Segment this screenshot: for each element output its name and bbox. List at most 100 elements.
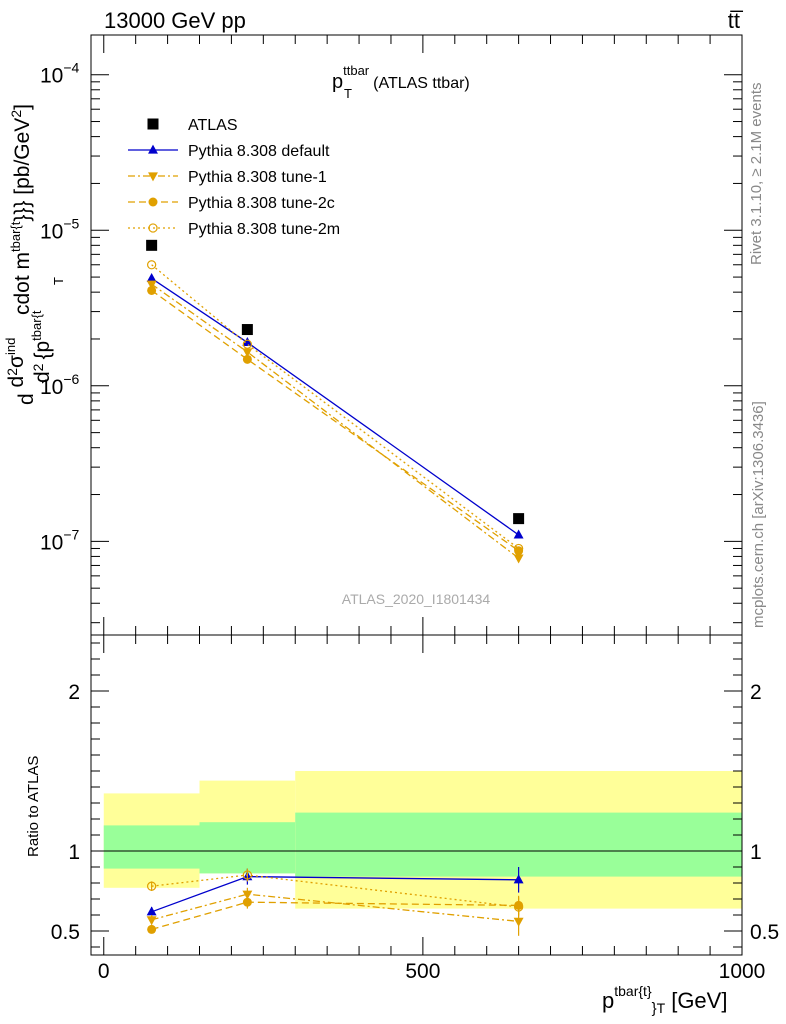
ylabel-denom-d: d bbox=[31, 371, 54, 383]
main-point bbox=[242, 348, 253, 358]
ratio-series-3 bbox=[146, 868, 524, 917]
ylabel-T: T bbox=[51, 277, 66, 285]
ratio-point bbox=[513, 902, 524, 912]
xlabel-p: p bbox=[602, 988, 614, 1013]
ylabel-sup2: tbar{t bbox=[8, 221, 23, 252]
ratio-point bbox=[146, 916, 157, 926]
legend-label: Pythia 8.308 tune-2m bbox=[188, 221, 340, 238]
legend-label: Pythia 8.308 default bbox=[188, 143, 330, 160]
legend-marker bbox=[148, 197, 158, 207]
ylabel-brace: }}} [pb/GeV bbox=[11, 118, 34, 222]
ylabel-denom: {p bbox=[31, 341, 54, 360]
ylabel-denom-tbar: tbar{t bbox=[29, 310, 44, 341]
legend-marker bbox=[147, 118, 159, 130]
main-point bbox=[513, 529, 524, 539]
legend-label: Pythia 8.308 tune-2c bbox=[188, 195, 335, 212]
legend-item: Pythia 8.308 tune-2m bbox=[128, 221, 340, 238]
ratio-series-1 bbox=[146, 887, 524, 936]
main-ytick-label: 10−5 bbox=[40, 215, 80, 243]
mcplots-label: mcplots.cern.ch [arXiv:1306.3436] bbox=[750, 401, 767, 628]
ylabel-gevsq: 2 bbox=[8, 110, 24, 118]
ylabel-close: ] bbox=[11, 104, 34, 110]
main-point bbox=[147, 285, 157, 295]
ratio-point bbox=[513, 874, 524, 884]
main-point bbox=[242, 337, 253, 347]
ratio-ytick-label-right: 0.5 bbox=[750, 921, 779, 944]
ratio-series-line bbox=[151, 893, 519, 923]
main-point bbox=[513, 554, 524, 564]
ratio-panel: 0.5 0.5 1 1 2 2 0 500 1000 bbox=[51, 634, 779, 983]
main-point bbox=[513, 543, 524, 554]
main-point bbox=[146, 239, 158, 251]
watermark: ATLAS_2020_I1801434 bbox=[342, 591, 491, 607]
main-title: pttbar(ATLAS ttbar) bbox=[332, 63, 470, 93]
legend-marker bbox=[148, 144, 158, 154]
legend: ATLAS Pythia 8.308 default Pythia 8.308 tu… bbox=[128, 117, 340, 238]
main-series-4 bbox=[146, 260, 524, 554]
xlabel-subT: T bbox=[657, 1000, 666, 1016]
band-green bbox=[199, 822, 296, 874]
ratio-frame bbox=[90, 634, 743, 956]
main-ytick-label: 10−4 bbox=[40, 60, 80, 88]
main-title-sub: T bbox=[344, 86, 352, 101]
ylabel-cdot: cdot m bbox=[11, 252, 34, 315]
ratio-point bbox=[146, 906, 157, 916]
ratio-point bbox=[147, 924, 157, 934]
legend-marker bbox=[148, 223, 158, 233]
legend-item: Pythia 8.308 default bbox=[128, 143, 330, 160]
svg-text:d2{ptbar{t: d2 {ptbar{t bbox=[29, 310, 54, 383]
main-point bbox=[242, 354, 252, 364]
main-series-1 bbox=[146, 273, 524, 539]
main-ytick-label: 10−6 bbox=[40, 371, 80, 399]
ylabel-ind: ind bbox=[3, 338, 18, 355]
main-title-sup: ttbar bbox=[343, 63, 370, 78]
ratio-ytick-label-right: 2 bbox=[750, 681, 762, 704]
ylabel-sigma: σ bbox=[5, 355, 28, 368]
ratio-point bbox=[242, 890, 253, 900]
main-series-line bbox=[151, 277, 519, 536]
ylabel-d2: d bbox=[5, 376, 28, 388]
main-point bbox=[146, 273, 157, 283]
band-green bbox=[295, 812, 742, 877]
xlabel: ptbar{t}}T [GeV] bbox=[602, 983, 727, 1017]
main-point bbox=[242, 339, 253, 349]
ratio-ytick-label-left: 0.5 bbox=[51, 921, 80, 944]
main-point bbox=[146, 280, 157, 290]
main-ytick-label: 10−7 bbox=[40, 526, 80, 554]
main-series-line bbox=[151, 289, 519, 552]
main-ylabel: d d2σind d2{ptbar{t cdot mtbar{t}}} [pb/… bbox=[3, 104, 66, 405]
main-series-line bbox=[151, 264, 520, 549]
main-series-2 bbox=[146, 280, 524, 564]
ratio-xtick-label: 1000 bbox=[719, 960, 766, 983]
svg-text:cdot mtbar{t}}} [pb/GeV2]: cdot mtbar{t}}} [pb/GeV2] bbox=[8, 104, 34, 315]
main-title-rest: (ATLAS ttbar) bbox=[373, 75, 470, 92]
ratio-point bbox=[242, 870, 253, 880]
main-series-0 bbox=[146, 239, 525, 525]
ratio-xtick-label: 500 bbox=[405, 960, 440, 983]
ylabel-d1: d bbox=[15, 393, 38, 405]
ylabel-sq1: 2 bbox=[4, 368, 20, 376]
rivet-label: Rivet 3.1.10, ≥ 2.1M events bbox=[748, 83, 765, 266]
legend-item: ATLAS bbox=[147, 117, 238, 134]
ratio-xtick-label: 0 bbox=[98, 960, 110, 983]
ratio-ytick-label-right: 1 bbox=[750, 841, 762, 864]
main-series-3 bbox=[147, 285, 524, 556]
svg-text:d d2σind: d d2σind bbox=[3, 338, 38, 405]
ratio-ytick-label-left: 2 bbox=[68, 681, 80, 704]
legend-marker bbox=[148, 172, 158, 182]
main-panel: 10−4 10−5 10−6 10−7 pttbar(ATLAS ttbar) T A… bbox=[40, 34, 743, 636]
main-title-p: p bbox=[332, 71, 343, 93]
xlabel-sub: } bbox=[652, 1000, 657, 1017]
band-green bbox=[103, 825, 200, 869]
ylabel-denom-sq: 2 bbox=[30, 363, 46, 371]
ratio-ylabel: Ratio to ATLAS bbox=[25, 756, 42, 857]
xlabel-unit: [GeV] bbox=[671, 988, 727, 1013]
header-right-label: tt̅ bbox=[728, 8, 744, 33]
main-point bbox=[514, 546, 524, 556]
header-left-label: 13000 GeV pp bbox=[104, 8, 246, 33]
ratio-point bbox=[242, 897, 252, 907]
main-point bbox=[241, 324, 253, 336]
ratio-ytick-label-left: 1 bbox=[68, 841, 80, 864]
legend-item: Pythia 8.308 tune-2c bbox=[128, 195, 335, 212]
